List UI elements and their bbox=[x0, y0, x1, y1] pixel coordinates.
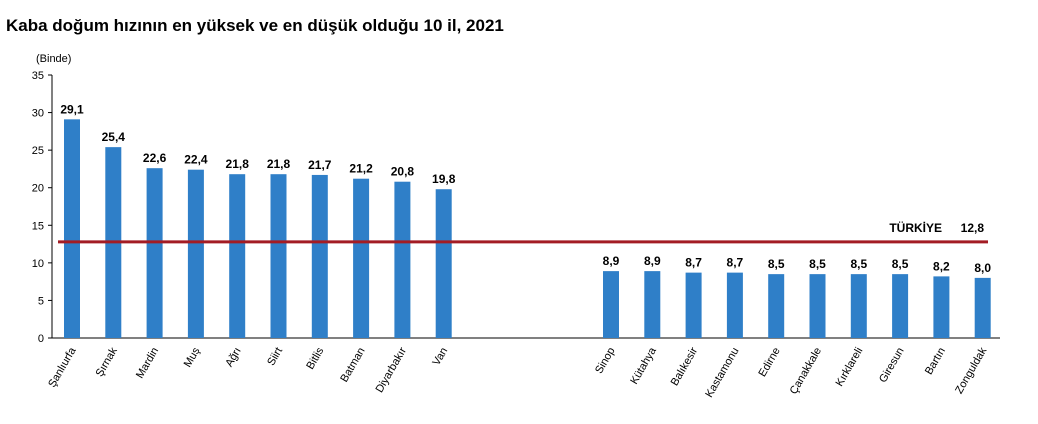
value-label: 8,5 bbox=[850, 257, 867, 271]
bar bbox=[809, 274, 826, 338]
category-label: Şırnak bbox=[94, 345, 121, 379]
category-label: Şanlıurfa bbox=[46, 345, 79, 390]
bar bbox=[974, 277, 991, 338]
value-label: 20,8 bbox=[391, 165, 415, 179]
value-label: 25,4 bbox=[102, 130, 126, 144]
y-tick-label: 15 bbox=[32, 220, 44, 232]
value-label: 21,8 bbox=[267, 157, 291, 171]
value-labels-group: 29,1 25,4 22,6 22,4 21,8 21,8 21,7 21,2 20,8 19,8… bbox=[60, 102, 991, 275]
reference-line-value: 12,8 bbox=[961, 221, 985, 235]
value-label: 8,2 bbox=[933, 259, 950, 273]
bars-group bbox=[64, 119, 991, 338]
y-tick-label: 20 bbox=[32, 183, 44, 195]
y-tick-label: 25 bbox=[32, 145, 44, 157]
category-label: Van bbox=[431, 346, 451, 368]
category-label: Çanakkale bbox=[788, 346, 824, 397]
bar bbox=[726, 272, 743, 338]
y-tick-label: 0 bbox=[38, 333, 44, 345]
category-label: Kütahya bbox=[628, 345, 659, 387]
category-label: Balıkesir bbox=[669, 345, 701, 388]
y-tick-label: 5 bbox=[38, 295, 44, 307]
category-label: Kastamonu bbox=[703, 346, 741, 400]
bar bbox=[146, 168, 163, 338]
bar bbox=[685, 272, 702, 338]
category-label: Muş bbox=[182, 345, 203, 369]
bar bbox=[892, 274, 909, 338]
y-tick-label: 35 bbox=[32, 70, 44, 82]
category-label: Zonguldak bbox=[953, 345, 989, 396]
category-label: Mardin bbox=[134, 346, 161, 381]
category-label: Sinop bbox=[593, 346, 617, 376]
value-label: 8,7 bbox=[685, 256, 702, 270]
value-label: 8,5 bbox=[892, 257, 909, 271]
value-label: 8,0 bbox=[974, 261, 991, 275]
category-label: Bartın bbox=[923, 346, 948, 377]
bar bbox=[644, 271, 661, 338]
value-label: 19,8 bbox=[432, 172, 456, 186]
value-label: 8,5 bbox=[768, 257, 785, 271]
bar bbox=[603, 271, 619, 338]
value-label: 8,5 bbox=[809, 257, 826, 271]
reference-line-name: TÜRKİYE bbox=[889, 220, 942, 235]
bar bbox=[353, 178, 370, 338]
bar bbox=[270, 174, 287, 338]
category-label: Batman bbox=[338, 346, 367, 385]
chart-title: Kaba doğum hızının en yüksek ve en düşük… bbox=[6, 16, 504, 35]
category-label: Giresun bbox=[877, 346, 907, 385]
bar bbox=[229, 174, 246, 338]
y-tick-label: 10 bbox=[32, 258, 44, 270]
bar bbox=[435, 189, 452, 338]
value-label: 29,1 bbox=[60, 102, 84, 116]
value-label: 8,9 bbox=[644, 254, 661, 268]
category-label: Siirt bbox=[265, 346, 285, 368]
category-label: Ağrı bbox=[223, 346, 243, 369]
y-tick-label: 30 bbox=[32, 108, 44, 120]
reference-line-group: TÜRKİYE 12,8 bbox=[58, 220, 988, 244]
unit-label: (Binde) bbox=[36, 53, 71, 65]
category-label: Bitlis bbox=[304, 345, 326, 372]
category-label: Kırklareli bbox=[834, 346, 866, 389]
value-label: 21,2 bbox=[349, 162, 373, 176]
bar bbox=[64, 119, 80, 338]
bar bbox=[311, 174, 328, 338]
value-label: 22,6 bbox=[143, 151, 167, 165]
bar bbox=[394, 181, 411, 338]
value-label: 22,4 bbox=[184, 153, 208, 167]
bar bbox=[933, 276, 950, 338]
category-label: Diyarbakır bbox=[374, 345, 410, 395]
value-label: 8,9 bbox=[603, 254, 620, 268]
y-axis: 0 5 10 15 20 25 30 35 bbox=[32, 70, 1000, 345]
category-label: Edirne bbox=[757, 346, 783, 380]
bar bbox=[187, 169, 204, 338]
bar bbox=[850, 274, 867, 338]
bar bbox=[768, 274, 785, 338]
value-label: 21,8 bbox=[226, 157, 250, 171]
category-labels-group: Şanlıurfa Şırnak Mardin Muş Ağrı Siirt Bitlis B… bbox=[46, 345, 989, 400]
value-label: 8,7 bbox=[727, 256, 744, 270]
value-label: 21,7 bbox=[308, 158, 332, 172]
